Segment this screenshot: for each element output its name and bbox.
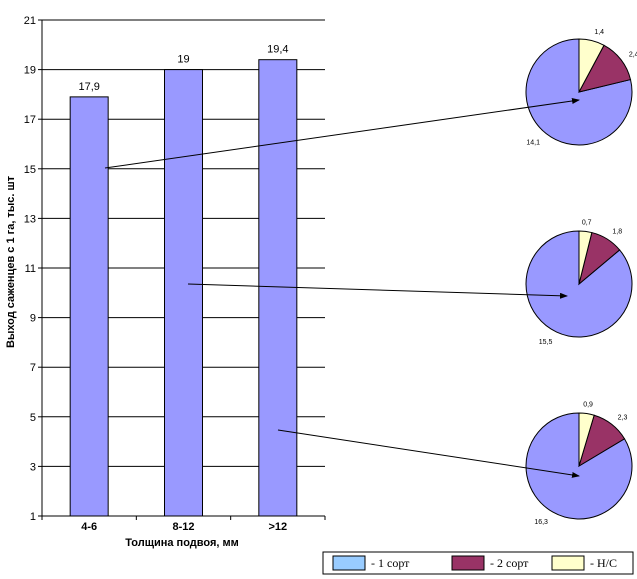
y-axis-title: Выход саженцев с 1 га, тыс. шт bbox=[5, 175, 17, 348]
pie-slice-label: 1,8 bbox=[612, 229, 622, 236]
pie-slice-label: 15,5 bbox=[539, 339, 553, 346]
bar bbox=[164, 69, 203, 517]
legend-label: - Н/С bbox=[590, 556, 617, 570]
bar bbox=[69, 96, 109, 517]
pie-slice-label: 1,4 bbox=[594, 29, 604, 36]
y-tick-label: 19 bbox=[24, 65, 36, 77]
pie-slice bbox=[578, 38, 605, 93]
y-tick-label: 15 bbox=[24, 164, 36, 176]
pie-slice-label: 0,7 bbox=[582, 219, 592, 226]
y-tick-label: 11 bbox=[25, 263, 36, 275]
connector-arrow bbox=[104, 98, 580, 169]
bar-group bbox=[69, 59, 298, 517]
bar-value-labels: 17,9 19 19,4 bbox=[78, 44, 288, 93]
y-tick-label: 7 bbox=[30, 362, 36, 374]
y-tick-label: 3 bbox=[30, 461, 36, 473]
y-tick-label: 1 bbox=[30, 511, 36, 523]
pie-slice-label: 14,1 bbox=[526, 140, 540, 147]
pie-slice-label: 2,3 bbox=[618, 414, 628, 421]
legend-swatch bbox=[451, 555, 485, 571]
y-tick-label: 9 bbox=[30, 313, 36, 325]
pie-slice-label: 2,4 bbox=[629, 51, 637, 58]
bar-value-label: 19,4 bbox=[267, 44, 288, 56]
legend: - 1 сорт - 2 сорт - Н/С bbox=[322, 551, 634, 575]
legend-swatch bbox=[551, 555, 585, 571]
connector-arrow bbox=[277, 429, 580, 478]
y-tick-label: 17 bbox=[24, 114, 36, 126]
legend-swatch bbox=[332, 555, 366, 571]
x-category-label: 8-12 bbox=[172, 521, 194, 533]
x-category-labels: 4-6 8-12 >12 bbox=[81, 521, 287, 533]
pie-slice bbox=[525, 412, 633, 520]
x-category-label: 4-6 bbox=[81, 521, 97, 533]
y-tick-label: 21 bbox=[24, 15, 36, 27]
pie-slice-label: 0,9 bbox=[583, 402, 593, 409]
bar-value-label: 17,9 bbox=[78, 81, 99, 93]
y-tick-label: 5 bbox=[30, 412, 36, 424]
legend-label: - 2 сорт bbox=[490, 556, 529, 570]
x-axis-title: Толщина подвоя, мм bbox=[125, 537, 239, 549]
pie-slice bbox=[578, 230, 593, 285]
bar-value-label: 19 bbox=[177, 54, 189, 66]
y-tick-label: 13 bbox=[24, 213, 36, 225]
pie-charts: 14,1 2,4 1,4 15,5 1,8 0,7 16,3 2,3 0,9 bbox=[525, 29, 637, 526]
connector-arrows bbox=[104, 98, 580, 478]
pie-slice bbox=[578, 412, 595, 467]
x-category-label: >12 bbox=[268, 521, 287, 533]
connector-arrow bbox=[187, 283, 568, 299]
legend-label: - 1 сорт bbox=[371, 556, 410, 570]
bar bbox=[258, 59, 298, 517]
pie-slice-label: 16,3 bbox=[534, 519, 548, 526]
axes bbox=[41, 20, 326, 520]
